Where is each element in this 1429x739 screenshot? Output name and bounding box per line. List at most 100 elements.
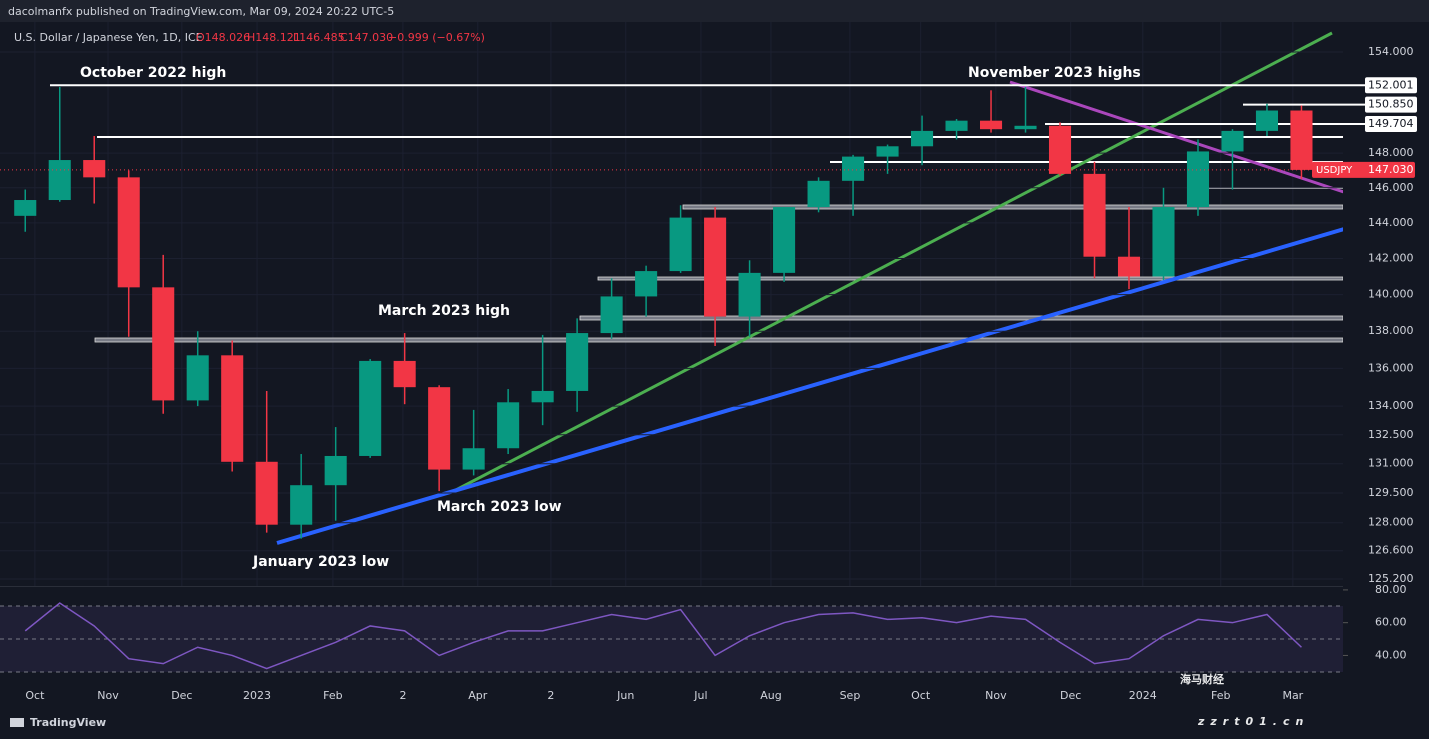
- candle-body: [1290, 110, 1313, 170]
- change: −0.999 (−0.67%): [388, 31, 485, 44]
- watermark-name: 海马财经: [1180, 672, 1224, 686]
- x-tick-label: Mar: [1282, 689, 1303, 702]
- candle-body: [1083, 173, 1106, 257]
- annotation: March 2023 low: [437, 499, 562, 515]
- close: C147.030: [340, 31, 393, 44]
- annotation: January 2023 low: [252, 554, 389, 570]
- trendline: [451, 31, 1333, 494]
- candle-body: [255, 461, 278, 525]
- annotation: October 2022 high: [80, 65, 226, 81]
- candle-body: [945, 120, 968, 131]
- x-tick-label: Jun: [616, 689, 634, 702]
- candle-body: [1048, 125, 1072, 174]
- candle-body: [704, 217, 727, 317]
- x-tick-label: Nov: [97, 689, 119, 702]
- x-tick-label: 2023: [243, 689, 271, 702]
- top-bar: [0, 0, 1429, 22]
- candle-body: [1117, 256, 1141, 277]
- symbol-tag: [1312, 161, 1415, 178]
- y-tick-label: 131.000: [1368, 457, 1414, 470]
- level-tag: [1365, 116, 1417, 133]
- zone: [579, 315, 1344, 321]
- annotation: November 2023 highs: [968, 65, 1141, 81]
- x-tick-label: 2: [399, 689, 406, 702]
- rsi-tick-label: 60.00: [1375, 616, 1407, 629]
- y-tick-label: 125.200: [1368, 572, 1414, 585]
- candle-body: [669, 217, 692, 272]
- y-tick-label: 138.000: [1368, 324, 1414, 337]
- watermark-url: zzrt01.cn: [1197, 715, 1309, 728]
- level-label: 149.704: [1368, 117, 1414, 130]
- candle-body: [290, 485, 313, 525]
- candle-body: [393, 360, 416, 388]
- y-tick-label: 129.500: [1368, 486, 1414, 499]
- candle-body: [876, 146, 899, 157]
- candle-body: [1152, 207, 1175, 277]
- candle-body: [428, 387, 451, 470]
- y-tick-label: 142.000: [1368, 251, 1414, 264]
- y-tick-label: 148.000: [1368, 146, 1414, 159]
- candle-body: [324, 455, 347, 486]
- candle-body: [531, 390, 554, 403]
- rsi-tick-label: 40.00: [1375, 648, 1407, 661]
- rsi-line: [24, 602, 1302, 670]
- symbol-name: U.S. Dollar / Japanese Yen, 1D, ICE: [14, 31, 203, 44]
- x-tick-label: Apr: [468, 689, 488, 702]
- pane-divider: [0, 586, 1343, 587]
- x-tick-label: Aug: [760, 689, 781, 702]
- y-tick-label: 154.000: [1368, 45, 1414, 58]
- drawings: [94, 31, 1369, 545]
- zone: [94, 337, 1344, 343]
- candle-body: [566, 333, 589, 391]
- level-tag: [1365, 96, 1417, 113]
- x-tick-label: 2: [547, 689, 554, 702]
- candle-body: [773, 207, 796, 273]
- x-tick-label: Dec: [171, 689, 192, 702]
- candle-body: [221, 355, 244, 462]
- last-price-label: 147.030: [1368, 163, 1414, 176]
- brand: TradingView: [30, 716, 106, 729]
- y-tick-label: 126.600: [1368, 544, 1414, 557]
- x-tick-label: Dec: [1060, 689, 1081, 702]
- candle-body: [1014, 125, 1037, 130]
- x-tick-label: Oct: [25, 689, 45, 702]
- candle-body: [600, 296, 623, 334]
- x-tick-label: 2024: [1129, 689, 1157, 702]
- x-tick-label: Feb: [1211, 689, 1230, 702]
- x-tick-label: Feb: [323, 689, 342, 702]
- y-tick-label: 146.000: [1368, 181, 1414, 194]
- level-label: 152.001: [1368, 78, 1414, 91]
- candle-body: [14, 200, 37, 216]
- publisher: dacolmanfx published on TradingView.com,…: [8, 5, 394, 18]
- x-tick-label: Nov: [985, 689, 1007, 702]
- candle-body: [117, 177, 140, 288]
- y-tick-label: 144.000: [1368, 216, 1414, 229]
- trendline: [1009, 80, 1369, 202]
- high: H148.121: [247, 31, 301, 44]
- annotation: March 2023 high: [378, 303, 510, 319]
- y-tick-label: 134.000: [1368, 399, 1414, 412]
- candle-body: [497, 402, 520, 449]
- candle-body: [842, 156, 865, 181]
- x-tick-label: Oct: [911, 689, 931, 702]
- candle-body: [186, 355, 209, 401]
- symbol-legend: U.S. Dollar / Japanese Yen, 1D, ICE O148…: [14, 31, 485, 44]
- x-tick-label: Sep: [840, 689, 861, 702]
- y-tick-label: 140.000: [1368, 288, 1414, 301]
- candle-body: [1255, 110, 1279, 131]
- candle-body: [1186, 151, 1210, 208]
- candle-body: [48, 160, 71, 201]
- footer: [0, 710, 1429, 739]
- candle-body: [635, 271, 658, 297]
- candle-body: [911, 130, 934, 147]
- logo: [10, 718, 24, 727]
- rsi-tick-label: 80.00: [1375, 583, 1407, 596]
- price-axis: [1343, 22, 1429, 710]
- y-tick-label: 132.500: [1368, 428, 1414, 441]
- candle-body: [738, 272, 761, 317]
- candle-body: [359, 360, 382, 456]
- candle-body: [1221, 130, 1244, 152]
- trendline: [276, 220, 1369, 545]
- level-tag: [1365, 77, 1417, 94]
